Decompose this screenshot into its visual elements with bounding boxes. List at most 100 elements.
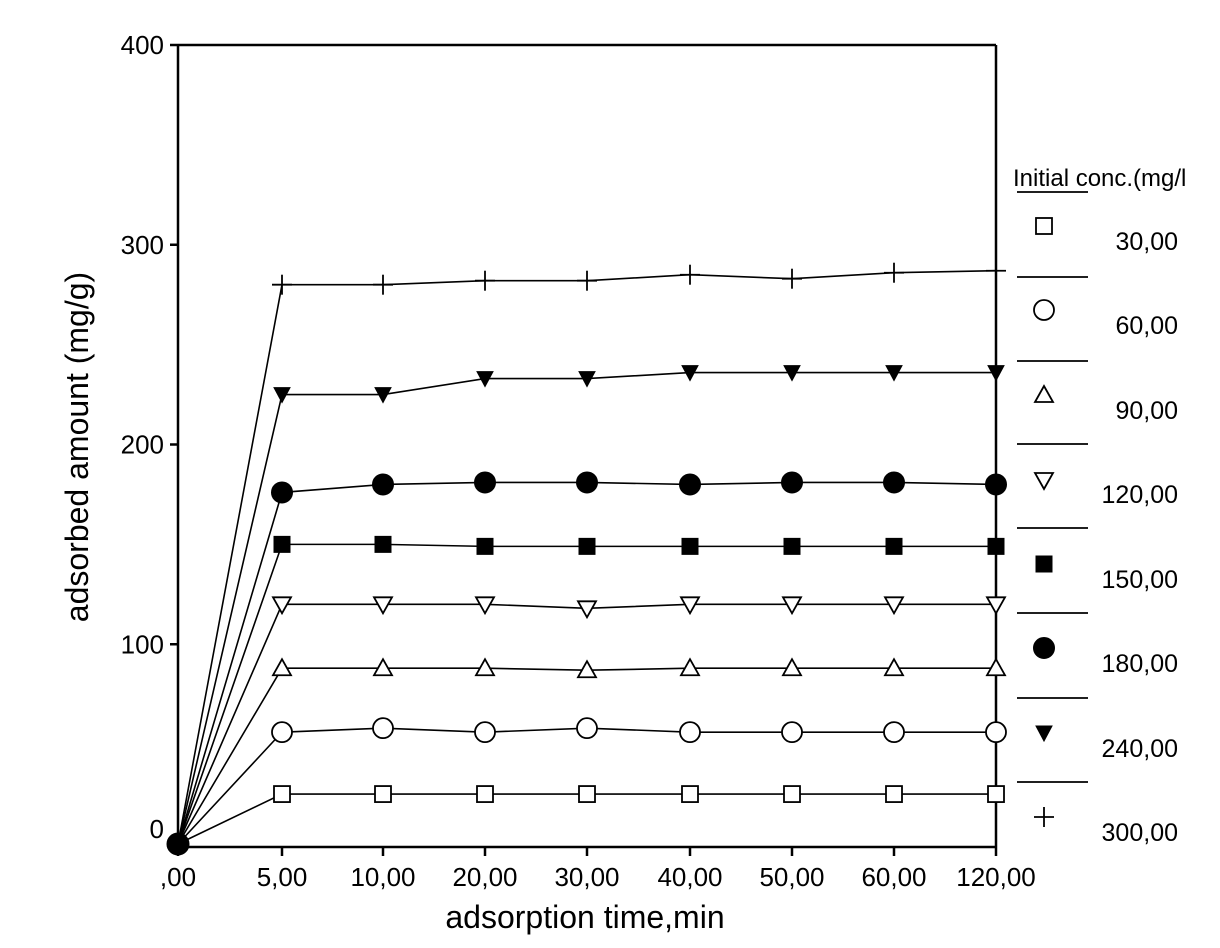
legend-title: Initial conc.(mg/l: [1013, 165, 1186, 192]
data-point: [372, 473, 394, 496]
data-point: [474, 721, 496, 744]
data-point: [985, 721, 1007, 744]
axes: 0 100 200 300 400 ,00 5,00 10,00 20,00 30,00 40,00…: [121, 30, 1036, 892]
data-point: [475, 270, 495, 291]
data-point: [576, 717, 598, 740]
data-point: [374, 535, 392, 553]
series-line: [177, 667, 996, 845]
x-tick-label: 40,00: [657, 862, 722, 892]
legend-marker: [1034, 807, 1054, 827]
data-point: [885, 537, 903, 555]
data-point: [679, 473, 701, 496]
data-point: [271, 657, 293, 677]
data-point: [781, 657, 803, 677]
data-point: [271, 481, 293, 504]
data-point: [271, 596, 293, 616]
legend-marker: [1033, 384, 1055, 403]
legend-label: 150,00: [1102, 566, 1178, 594]
series-240-00: [177, 365, 1005, 845]
data-point: [474, 596, 496, 616]
data-point: [578, 785, 596, 803]
x-tick-label: 120,00: [956, 862, 1036, 892]
legend-label: 300,00: [1102, 819, 1178, 847]
series-90-00: [177, 657, 1007, 845]
legend-marker: [1033, 472, 1055, 491]
data-point: [883, 721, 905, 744]
data-point: [781, 471, 803, 494]
data-point: [986, 260, 1006, 281]
data-point: [272, 274, 292, 295]
y-tick-label: 400: [121, 30, 164, 60]
data-point: [373, 274, 393, 295]
legend-label: 60,00: [1115, 312, 1178, 340]
data-point: [781, 721, 803, 744]
data-point: [576, 471, 598, 494]
data-point: [985, 657, 1007, 677]
data-point: [987, 537, 1005, 555]
data-point: [679, 657, 701, 677]
series-30-00: [177, 785, 1005, 845]
data-point: [476, 371, 494, 388]
series-60-00: [177, 717, 1007, 845]
data-point: [885, 785, 903, 803]
y-axis-title: adsorbed amount (mg/g): [59, 272, 95, 622]
legend-marker: [1035, 725, 1053, 743]
data-point: [679, 721, 701, 744]
data-point: [372, 596, 394, 616]
x-axis-title: adsorption time,min: [445, 899, 724, 935]
data-point: [576, 600, 598, 620]
data-point: [476, 537, 494, 555]
x-tick-label: ,00: [160, 862, 196, 892]
data-point: [680, 264, 700, 285]
data-point: [576, 659, 598, 679]
data-point: [273, 535, 291, 553]
legend: Initial conc.(mg/l 30,00 60,00 90,00 120,00 1…: [1013, 165, 1186, 847]
legend-label: 90,00: [1115, 397, 1178, 425]
data-point: [681, 785, 699, 803]
data-point: [372, 717, 394, 740]
data-point: [885, 365, 903, 382]
data-point: [783, 537, 801, 555]
legend-label: 120,00: [1102, 481, 1178, 509]
x-tick-label: 50,00: [759, 862, 824, 892]
data-point: [783, 365, 801, 382]
data-point: [374, 785, 392, 803]
data-point: [273, 785, 291, 803]
series-300-00: [177, 260, 1006, 845]
legend-marker: [1035, 217, 1053, 235]
data-point: [987, 785, 1005, 803]
y-tick-label: 200: [121, 430, 164, 460]
legend-label: 240,00: [1102, 735, 1178, 763]
data-point: [985, 473, 1007, 496]
data-point: [578, 371, 596, 388]
x-tick-label: 60,00: [861, 862, 926, 892]
x-tick-label: 30,00: [554, 862, 619, 892]
data-point: [476, 785, 494, 803]
data-point: [781, 596, 803, 616]
x-tick-label: 20,00: [452, 862, 517, 892]
data-point: [372, 657, 394, 677]
data-point: [884, 262, 904, 283]
legend-label: 30,00: [1115, 228, 1178, 256]
data-point: [883, 596, 905, 616]
legend-marker: [1033, 299, 1055, 321]
legend-label: 180,00: [1102, 650, 1178, 678]
series-150-00: [177, 535, 1005, 845]
data-point: [578, 537, 596, 555]
data-point: [783, 785, 801, 803]
data-point: [883, 471, 905, 494]
origin-point: [166, 832, 190, 856]
legend-marker: [1033, 637, 1055, 659]
data-point: [273, 387, 291, 404]
series-180-00: [177, 471, 1007, 845]
y-tick-label: 300: [121, 230, 164, 260]
series-line: [177, 269, 997, 845]
series-120-00: [177, 596, 1007, 845]
x-tick-label: 5,00: [257, 862, 308, 892]
data-point: [681, 537, 699, 555]
legend-marker: [1035, 555, 1053, 573]
data-point: [782, 268, 802, 289]
data-point: [883, 657, 905, 677]
data-point: [474, 471, 496, 494]
